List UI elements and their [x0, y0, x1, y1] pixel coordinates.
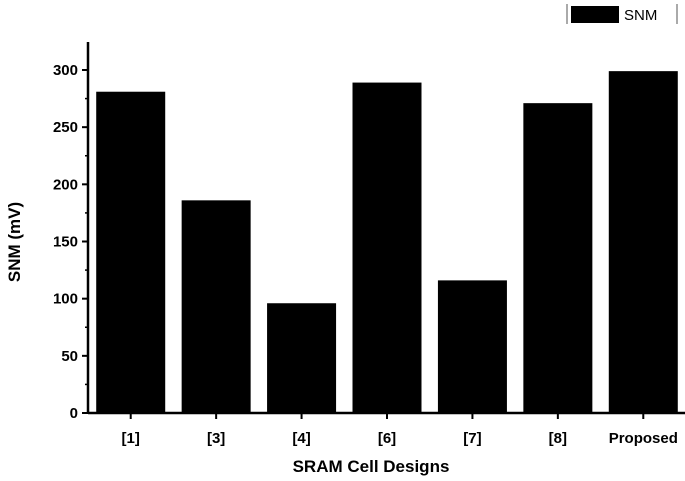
- x-tick-label: [4]: [292, 430, 310, 447]
- bar: [96, 91, 166, 414]
- y-tick-label: 300: [53, 62, 78, 79]
- legend-swatch: [571, 6, 619, 23]
- x-ticks-group: [1] [3] [4] [6] [7] [8] Proposed: [122, 413, 678, 447]
- y-axis-title: SNM (mV): [5, 202, 24, 282]
- y-tick-label: 150: [53, 234, 78, 251]
- y-tick-label: 0: [70, 405, 78, 422]
- y-tick-label: 200: [53, 176, 78, 193]
- bar: [352, 82, 422, 414]
- bar: [608, 71, 678, 413]
- bar: [267, 303, 337, 413]
- legend-label: SNM: [624, 7, 657, 24]
- bar: [181, 200, 251, 413]
- y-tick-label: 100: [53, 291, 78, 308]
- x-tick-label: [1]: [122, 430, 140, 447]
- x-tick-label: Proposed: [609, 430, 678, 447]
- bar: [437, 280, 507, 413]
- y-tick-label: 250: [53, 119, 78, 136]
- bars-group: [96, 71, 678, 414]
- x-axis-title: SRAM Cell Designs: [293, 457, 450, 476]
- legend: SNM: [566, 4, 678, 24]
- y-tick-label: 50: [61, 348, 78, 365]
- y-ticks-group: 0 50 100 150 200 250 300: [53, 62, 88, 422]
- x-tick-label: [6]: [378, 430, 396, 447]
- x-tick-label: [3]: [207, 430, 225, 447]
- bar: [523, 103, 593, 413]
- x-tick-label: [7]: [463, 430, 481, 447]
- x-tick-label: [8]: [549, 430, 567, 447]
